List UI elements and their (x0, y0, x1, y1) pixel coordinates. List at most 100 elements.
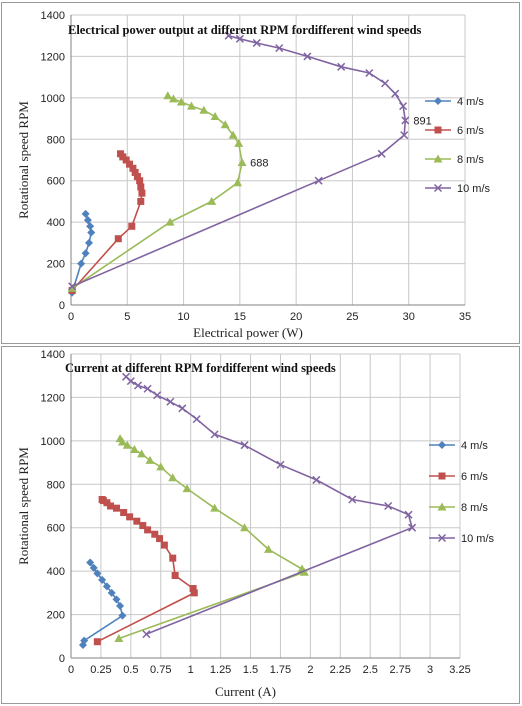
data-point (165, 217, 175, 226)
x-tick-label: 1.5 (243, 664, 258, 676)
y-tick-label: 400 (47, 217, 65, 229)
data-point (129, 445, 139, 454)
data-point (144, 526, 152, 534)
legend-label: 4 m/s (457, 96, 484, 108)
data-point (112, 595, 121, 604)
data-point (210, 430, 219, 439)
data-point (137, 197, 145, 205)
x-axis-label: Electrical power (W) (193, 325, 303, 340)
data-point (263, 544, 273, 553)
y-tick-label: 600 (47, 176, 65, 188)
x-tick-label: 5 (124, 311, 130, 323)
legend-marker (434, 126, 442, 134)
data-point (98, 495, 106, 503)
data-point (128, 222, 136, 230)
data-point (234, 138, 244, 147)
data-point (145, 455, 155, 464)
legend-item: 8 m/s (429, 502, 488, 514)
y-axis-label: Rotational speed RPM (16, 447, 31, 565)
data-point (93, 638, 101, 646)
x-tick-label: 10 (177, 311, 189, 323)
data-point (117, 150, 125, 158)
x-tick-label: 30 (403, 311, 415, 323)
data-point (252, 38, 261, 47)
data-point (98, 575, 107, 584)
data-point (133, 173, 141, 181)
data-point (137, 449, 147, 458)
data-point (143, 384, 152, 393)
annotation-label: 688 (250, 157, 268, 169)
data-point (224, 31, 233, 40)
x-tick-label: 0.25 (90, 664, 111, 676)
series-8-m-s (114, 434, 309, 642)
x-tick-label: 20 (290, 311, 302, 323)
data-point (210, 112, 220, 120)
data-point (171, 571, 179, 579)
legend-item: 4 m/s (429, 440, 488, 452)
x-tick-label: 1.25 (210, 664, 231, 676)
y-tick-label: 800 (47, 134, 65, 146)
data-point (166, 397, 175, 406)
legend-item: 10 m/s (429, 533, 495, 545)
data-point (126, 513, 134, 521)
y-tick-label: 1400 (41, 10, 65, 22)
legend-marker (437, 533, 447, 543)
x-tick-label: 2 (307, 664, 313, 676)
legend-marker (434, 97, 442, 105)
legend-label: 4 m/s (461, 440, 488, 452)
x-tick-label: 1.75 (270, 664, 291, 676)
y-tick-label: 1200 (41, 51, 65, 63)
data-point (131, 168, 139, 176)
legend-label: 8 m/s (457, 154, 484, 166)
data-point (153, 391, 162, 400)
x-tick-label: 0 (68, 664, 74, 676)
legend-marker (438, 441, 446, 449)
data-point (142, 630, 151, 639)
data-point (228, 130, 238, 139)
legend-marker (437, 502, 447, 511)
data-point (107, 588, 116, 597)
series-line (71, 34, 407, 288)
data-point (114, 235, 122, 243)
data-point (337, 62, 346, 71)
y-tick-label: 0 (59, 653, 65, 665)
x-tick-label: 0.75 (150, 664, 171, 676)
data-point (190, 589, 198, 597)
data-point (156, 535, 164, 543)
data-point (106, 502, 114, 510)
power-chart: 0 200 400 600 800 1000 1200 1400 0 5 10 15 20 25 30 35 6… (16, 10, 491, 340)
data-point (303, 52, 312, 61)
y-tick-label: 1000 (41, 93, 65, 105)
data-point (103, 499, 111, 507)
data-point (67, 283, 77, 292)
data-point (401, 116, 410, 125)
data-point (192, 415, 201, 424)
series-6-m-s (93, 495, 198, 646)
y-tick-label: 1200 (41, 392, 65, 404)
current-chart: 0 200 400 600 800 1000 1200 1400 0 0.25 0.5 0.75 1 1.… (16, 349, 495, 699)
x-tick-label: 25 (346, 311, 358, 323)
data-point (139, 522, 147, 530)
x-tick-label: 1 (188, 664, 194, 676)
data-point (126, 160, 134, 168)
data-point (86, 222, 95, 231)
chart-title: Electrical power output at different RPM… (68, 23, 422, 37)
x-tick-label: 2.25 (330, 664, 351, 676)
data-point (102, 582, 111, 591)
data-point (81, 209, 90, 218)
y-tick-label: 800 (47, 479, 65, 491)
data-point (348, 495, 357, 504)
data-point (210, 503, 220, 512)
data-point (399, 102, 408, 111)
data-point (115, 434, 125, 443)
y-tick-label: 600 (47, 523, 65, 535)
legend-marker (433, 154, 443, 163)
data-point (312, 475, 321, 484)
data-point (408, 523, 417, 532)
data-point (81, 249, 90, 258)
series-line (125, 376, 414, 635)
data-point (240, 441, 249, 450)
data-point (122, 440, 132, 449)
y-tick-label: 0 (59, 300, 65, 312)
data-point (83, 216, 92, 225)
